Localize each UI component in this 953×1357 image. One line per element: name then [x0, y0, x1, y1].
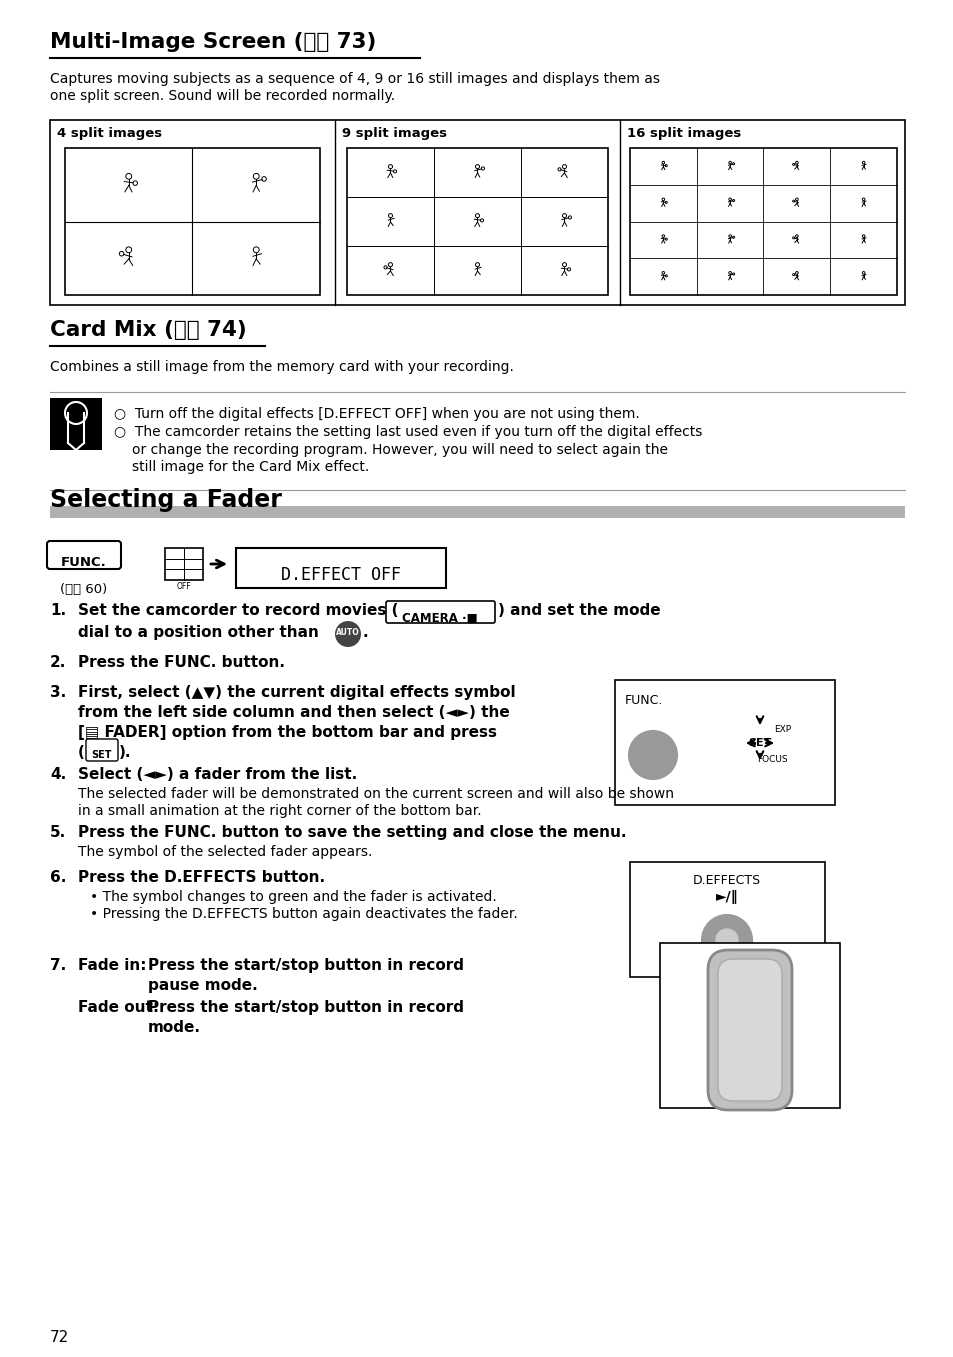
Text: Press the FUNC. button to save the setting and close the menu.: Press the FUNC. button to save the setti…	[78, 825, 626, 840]
Text: 6.: 6.	[50, 870, 67, 885]
Text: Fade in:: Fade in:	[78, 958, 147, 973]
Text: ) and set the mode: ) and set the mode	[497, 603, 659, 617]
Bar	[629, 148, 896, 294]
Text: .: .	[363, 626, 368, 641]
Text: FUNC.: FUNC.	[624, 693, 662, 707]
Text: FOCUS: FOCUS	[757, 754, 787, 764]
Text: OFF: OFF	[176, 582, 192, 592]
Circle shape	[741, 725, 778, 761]
Text: Fade out:: Fade out:	[78, 1000, 159, 1015]
Text: The symbol of the selected fader appears.: The symbol of the selected fader appears…	[78, 845, 372, 859]
Bar	[629, 862, 824, 977]
Text: 9 split images: 9 split images	[341, 128, 447, 140]
Text: or change the recording program. However, you will need to select again the: or change the recording program. However…	[132, 442, 667, 457]
Text: ○  The camcorder retains the setting last used even if you turn off the digital : ○ The camcorder retains the setting last…	[113, 425, 701, 440]
FancyBboxPatch shape	[707, 950, 791, 1110]
Text: Captures moving subjects as a sequence of 4, 9 or 16 still images and displays t: Captures moving subjects as a sequence o…	[50, 72, 659, 85]
Bar	[615, 680, 834, 805]
Text: 1.: 1.	[50, 603, 66, 617]
Text: 3.: 3.	[50, 685, 66, 700]
Text: First, select (▲▼) the current digital effects symbol: First, select (▲▼) the current digital e…	[78, 685, 515, 700]
Bar	[235, 548, 446, 588]
FancyBboxPatch shape	[718, 959, 781, 1101]
Text: [▤ FADER] option from the bottom bar and press: [▤ FADER] option from the bottom bar and…	[78, 725, 497, 740]
Bar	[50, 119, 904, 305]
Bar	[659, 943, 840, 1109]
Text: (⧄⧄ 60): (⧄⧄ 60)	[60, 584, 108, 596]
Text: • Pressing the D.EFFECTS button again deactivates the fader.: • Pressing the D.EFFECTS button again de…	[90, 906, 517, 921]
Text: Card Mix (⧄⧄ 74): Card Mix (⧄⧄ 74)	[50, 320, 247, 341]
Text: Press the start/stop button in record: Press the start/stop button in record	[148, 1000, 463, 1015]
Text: D.EFFECTS: D.EFFECTS	[692, 874, 760, 887]
Text: still image for the Card Mix effect.: still image for the Card Mix effect.	[132, 460, 369, 474]
Text: one split screen. Sound will be recorded normally.: one split screen. Sound will be recorded…	[50, 90, 395, 103]
Bar	[165, 548, 203, 579]
Text: SET: SET	[747, 738, 771, 748]
Text: mode.: mode.	[148, 1020, 201, 1035]
Bar	[58, 403, 94, 445]
Text: 4 split images: 4 split images	[57, 128, 162, 140]
Text: from the left side column and then select (◄►) the: from the left side column and then selec…	[78, 706, 509, 721]
Text: • The symbol changes to green and the fader is activated.: • The symbol changes to green and the fa…	[90, 890, 497, 904]
Text: dial to a position other than: dial to a position other than	[78, 626, 318, 641]
Circle shape	[701, 915, 751, 965]
Text: 16 split images: 16 split images	[626, 128, 740, 140]
Text: 5.: 5.	[50, 825, 66, 840]
Text: (: (	[78, 745, 85, 760]
Circle shape	[716, 930, 738, 951]
Text: Press the FUNC. button.: Press the FUNC. button.	[78, 655, 285, 670]
Text: Press the start/stop button in record: Press the start/stop button in record	[148, 958, 463, 973]
Text: 2.: 2.	[50, 655, 67, 670]
Bar	[50, 398, 102, 451]
FancyBboxPatch shape	[47, 541, 121, 569]
Text: CAMERA ·■: CAMERA ·■	[402, 612, 477, 626]
Text: in a small animation at the right corner of the bottom bar.: in a small animation at the right corner…	[78, 803, 481, 818]
Bar	[65, 148, 319, 294]
Text: EXP: EXP	[773, 725, 790, 734]
Circle shape	[628, 731, 677, 779]
FancyBboxPatch shape	[86, 740, 118, 761]
Text: 4.: 4.	[50, 767, 66, 782]
Text: The selected fader will be demonstrated on the current screen and will also be s: The selected fader will be demonstrated …	[78, 787, 673, 801]
Text: ►/‖: ►/‖	[715, 890, 738, 904]
Text: Select (◄►) a fader from the list.: Select (◄►) a fader from the list.	[78, 767, 356, 782]
Text: Selecting a Fader: Selecting a Fader	[50, 489, 281, 512]
Text: AUTO: AUTO	[335, 628, 359, 636]
Text: Combines a still image from the memory card with your recording.: Combines a still image from the memory c…	[50, 360, 514, 375]
Text: D.EFFECT OFF: D.EFFECT OFF	[281, 566, 400, 584]
Bar	[50, 506, 904, 518]
Text: Press the D.EFFECTS button.: Press the D.EFFECTS button.	[78, 870, 325, 885]
Bar	[347, 148, 607, 294]
Text: Set the camcorder to record movies (: Set the camcorder to record movies (	[78, 603, 398, 617]
Text: FUNC.: FUNC.	[61, 556, 107, 569]
Circle shape	[335, 622, 360, 647]
FancyBboxPatch shape	[386, 601, 495, 623]
Text: ○  Turn off the digital effects [D.EFFECT OFF] when you are not using them.: ○ Turn off the digital effects [D.EFFECT…	[113, 407, 639, 421]
Text: 72: 72	[50, 1330, 70, 1345]
Text: 7.: 7.	[50, 958, 66, 973]
Text: Multi-Image Screen (⧄⧄ 73): Multi-Image Screen (⧄⧄ 73)	[50, 33, 376, 52]
Text: pause mode.: pause mode.	[148, 978, 257, 993]
Text: SET: SET	[91, 750, 112, 760]
Text: ).: ).	[119, 745, 132, 760]
